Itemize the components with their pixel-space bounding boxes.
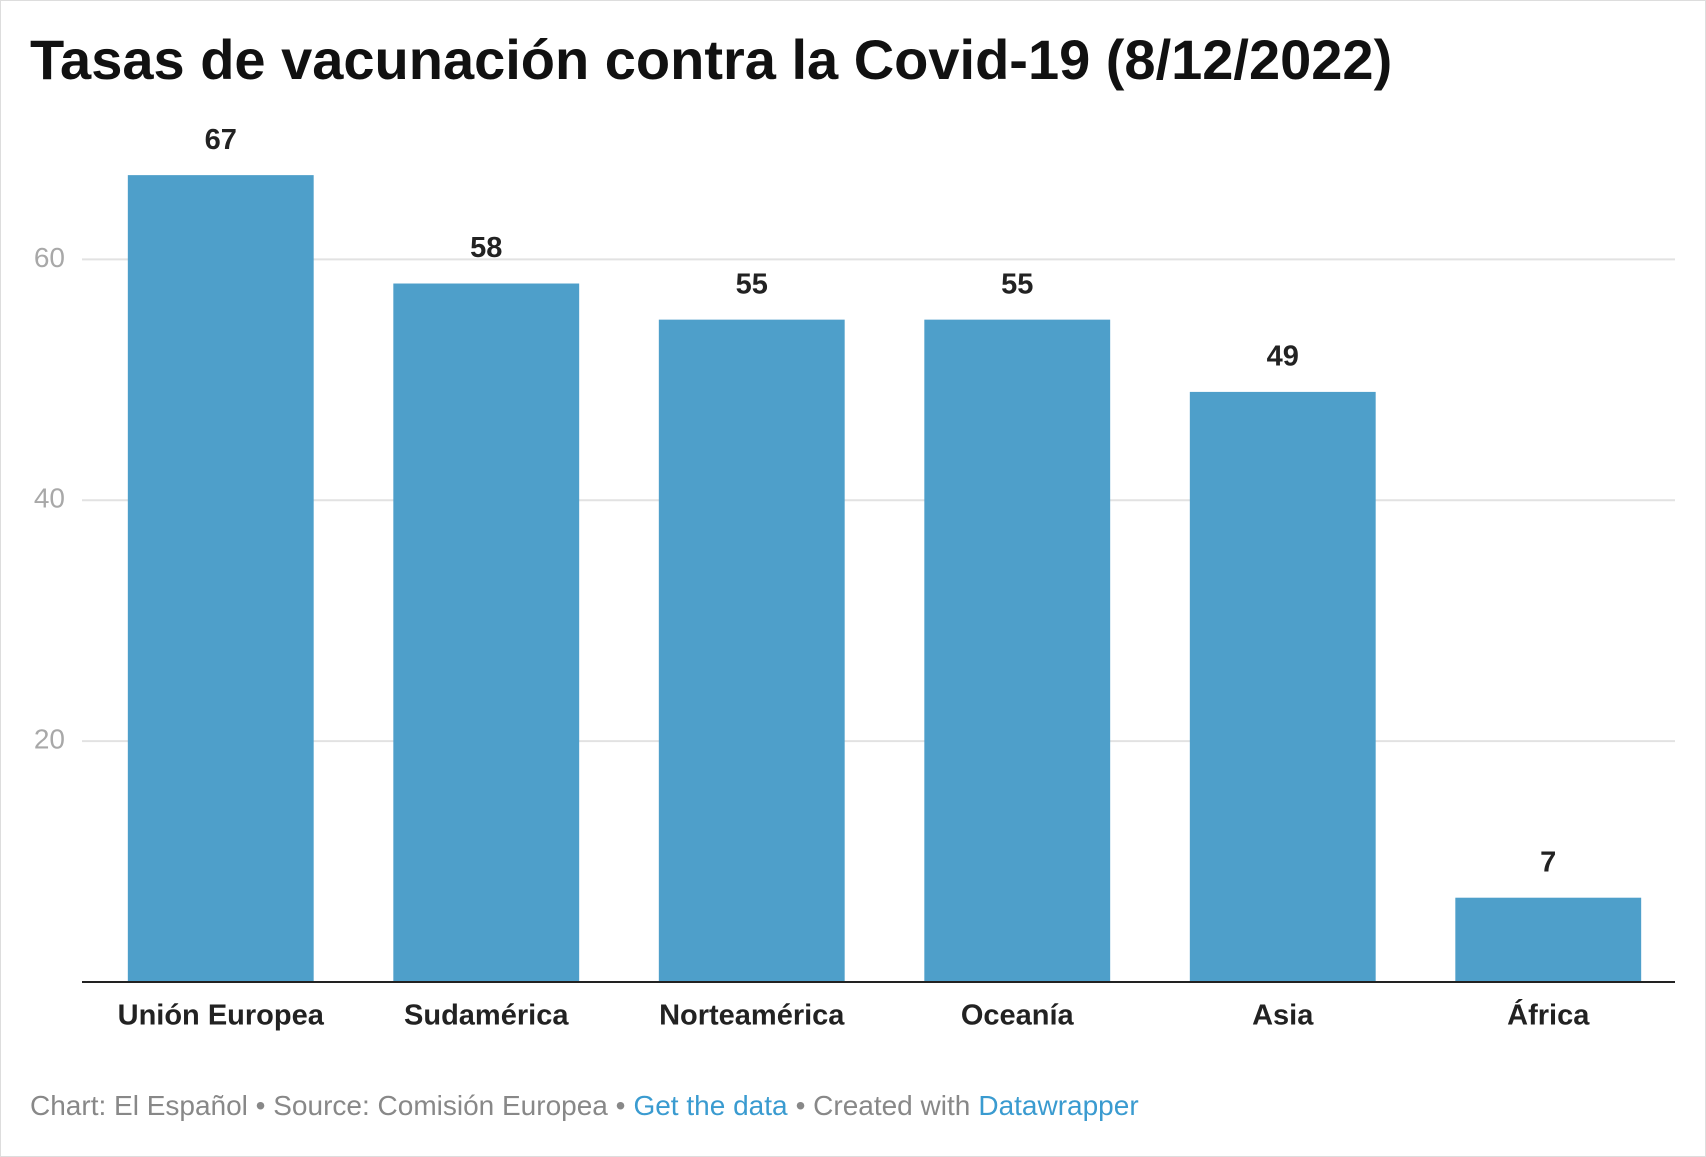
x-tick-label: Unión Europea [118,1000,325,1032]
value-label: 7 [1540,846,1556,878]
y-tick-label: 40 [34,483,65,514]
y-tick-label: 60 [34,242,65,273]
bar [1455,897,1642,982]
value-label: 67 [205,124,237,156]
x-tick-label: Asia [1252,1000,1314,1032]
footer-credit: Chart: El Español • Source: Comisión Eur… [30,1090,626,1121]
x-tick-label: Norteamérica [659,1000,845,1032]
bar [658,319,845,983]
value-label: 55 [1001,268,1033,300]
bar [127,175,314,983]
value-label: 58 [470,232,502,264]
bar [924,319,1111,983]
x-tick-label: Oceanía [961,1000,1075,1032]
bar [393,283,580,982]
chart-title: Tasas de vacunación contra la Covid-19 (… [30,28,1392,91]
value-label: 55 [736,268,768,300]
x-tick-label: Sudamérica [404,1000,569,1032]
footer-credit: • Created with [795,1090,971,1121]
footer-link[interactable]: Datawrapper [978,1090,1139,1121]
y-tick-label: 20 [34,724,65,755]
x-tick-label: África [1507,998,1590,1032]
value-label: 49 [1267,341,1299,373]
footer-link[interactable]: Get the data [633,1090,788,1121]
footer: Chart: El Español • Source: Comisión Eur… [30,1090,1139,1122]
bar [1189,391,1376,982]
